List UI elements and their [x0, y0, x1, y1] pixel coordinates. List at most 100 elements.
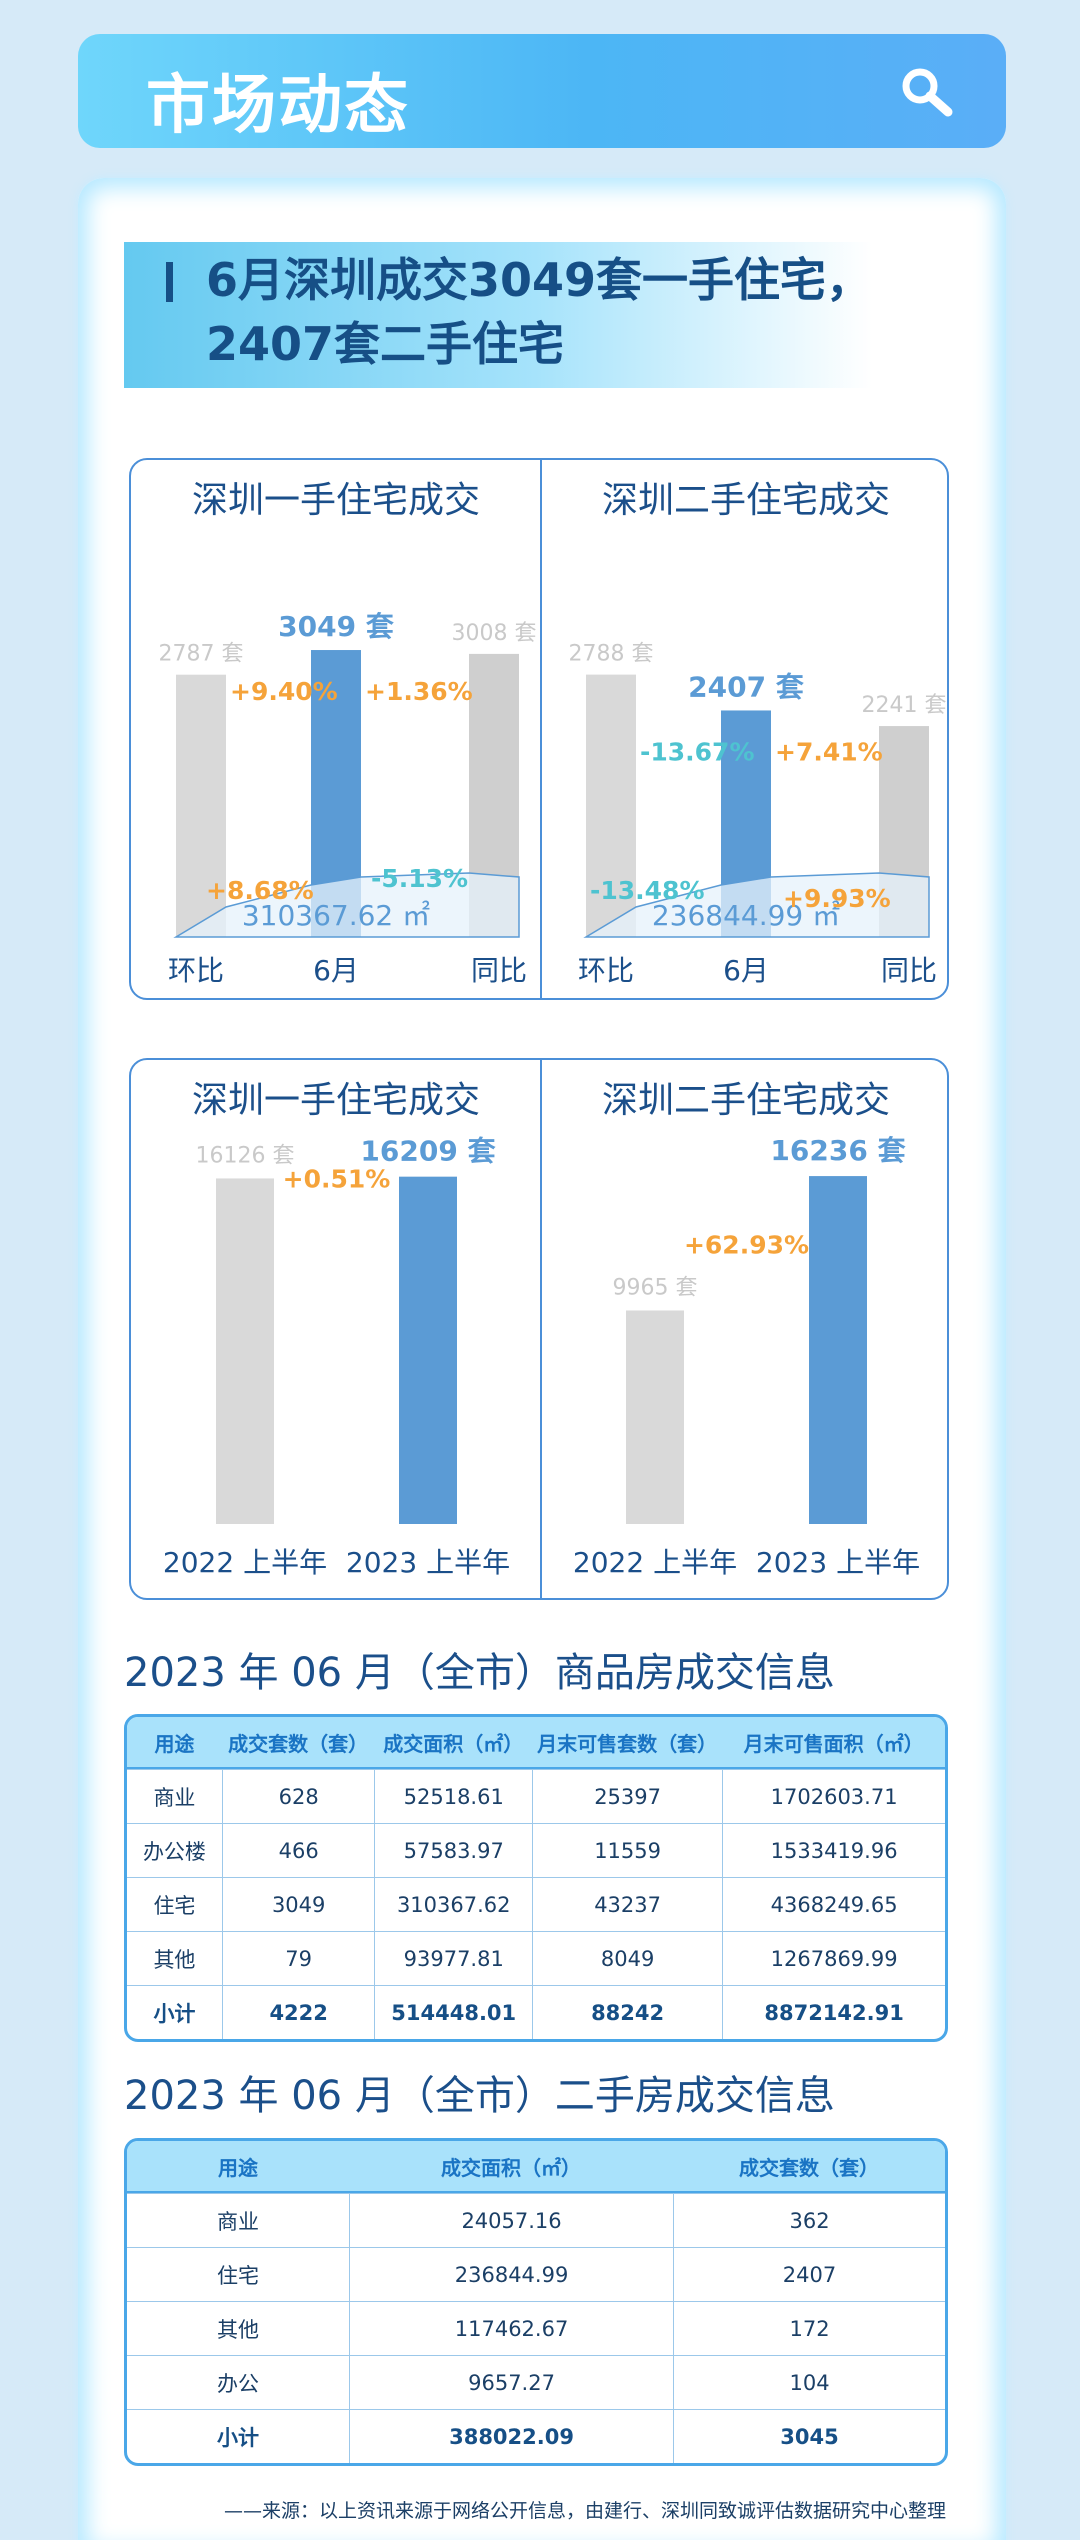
table-cell: 小计	[127, 1985, 222, 2039]
table-cell: 1533419.96	[722, 1823, 945, 1877]
table-cell: 住宅	[127, 1877, 222, 1931]
table-cell: 4222	[221, 1985, 375, 2039]
column-header: 用途	[127, 1717, 222, 1769]
second-hand-table: 用途 成交面积（㎡） 成交套数（套） 商业 24057.16 362 住宅 236844.99…	[124, 2138, 948, 2466]
x-axis-label: 6月	[313, 954, 359, 987]
area-overlay	[583, 872, 930, 938]
table-row: 其他 117462.67 172	[127, 2301, 945, 2355]
table-cell: 93977.81	[374, 1931, 532, 1985]
table-cell: 8872142.91	[722, 1985, 945, 2039]
table-cell: 24057.16	[349, 2193, 674, 2247]
table-cell: 514448.01	[374, 1985, 532, 2039]
column-header: 月末可售套数（套）	[531, 1717, 723, 1769]
bar-环比	[176, 674, 226, 937]
table-cell: 其他	[127, 2301, 350, 2355]
table-row: 住宅 3049 310367.62 43237 4368249.65	[127, 1877, 945, 1931]
half-year-chart-box: 深圳一手住宅成交 16126 套 16209 套 +0.51% 2022 上半年 2023…	[129, 1058, 949, 1600]
column-header: 成交面积（㎡）	[349, 2141, 674, 2193]
bar-2022 上半年	[216, 1178, 274, 1524]
table-cell: 8049	[531, 1931, 723, 1985]
table-cell: 628	[221, 1769, 375, 1823]
value-label: 2241 套	[862, 693, 947, 718]
table-cell: 商业	[127, 2193, 350, 2247]
table-row: 住宅 236844.99 2407	[127, 2247, 945, 2301]
page-title: 市场动态	[146, 69, 410, 143]
table-cell: 3045	[673, 2409, 945, 2463]
chart-divider	[540, 460, 542, 998]
value-label: 16209 套	[360, 1135, 496, 1168]
table-cell: 52518.61	[374, 1769, 532, 1823]
area-mom-change: -13.48%	[590, 876, 705, 905]
column-header: 成交套数（套）	[221, 1717, 375, 1769]
page-header: 市场动态	[78, 34, 1006, 148]
yoy-change-label: +1.36%	[365, 677, 473, 706]
bar-2023 上半年	[399, 1176, 457, 1524]
table-cell: 其他	[127, 1931, 222, 1985]
table-cell: 172	[673, 2301, 945, 2355]
table-row: 小计 4222 514448.01 88242 8872142.91	[127, 1985, 945, 2039]
bar-环比	[586, 674, 636, 937]
half-year-chart: 深圳一手住宅成交 16126 套 16209 套+0.51% 2022 上半年 2023…	[163, 1080, 920, 1579]
table-cell: 9657.27	[349, 2355, 674, 2409]
column-header: 月末可售面积（㎡）	[722, 1717, 945, 1769]
table-cell: 3049	[221, 1877, 375, 1931]
table-row: 其他 79 93977.81 8049 1267869.99	[127, 1931, 945, 1985]
column-header: 用途	[127, 2141, 350, 2193]
search-icon[interactable]	[898, 64, 956, 122]
x-axis-label: 2022 上半年	[573, 1546, 737, 1579]
change-label: +62.93%	[684, 1230, 809, 1259]
x-axis-label: 2023 上半年	[756, 1546, 920, 1579]
table-cell: 362	[673, 2193, 945, 2247]
table-cell: 1702603.71	[722, 1769, 945, 1823]
table-cell: 236844.99	[349, 2247, 674, 2301]
table-cell: 388022.09	[349, 2409, 674, 2463]
table-cell: 466	[221, 1823, 375, 1877]
table-row: 商业 628 52518.61 25397 1702603.71	[127, 1769, 945, 1823]
headline-text: 6月深圳成交3049套一手住宅， 2407套二手住宅	[206, 253, 873, 371]
headline-banner: 6月深圳成交3049套一手住宅， 2407套二手住宅	[124, 242, 872, 388]
chart-divider	[540, 1060, 542, 1598]
column-header: 成交套数（套）	[673, 2141, 945, 2193]
table1-title: 2023 年 06 月（全市）商品房成交信息	[124, 1650, 835, 1696]
chart-title: 深圳二手住宅成交	[602, 480, 890, 521]
table-cell: 住宅	[127, 2247, 350, 2301]
area-yoy-change: +9.93%	[783, 884, 891, 913]
table-cell: 办公	[127, 2355, 350, 2409]
monthly-chart: 深圳一手住宅成交 2787 套 3049 套 3008 套 +9.40% +1.36% 31…	[159, 480, 947, 987]
area-overlay	[173, 872, 520, 938]
table-cell: 310367.62	[374, 1877, 532, 1931]
x-axis-label: 环比	[578, 954, 634, 987]
chart-title: 深圳一手住宅成交	[192, 480, 480, 521]
chart-title: 深圳二手住宅成交	[602, 1080, 890, 1121]
area-value-label: 236844.99 ㎡	[652, 899, 840, 932]
table-cell: 4368249.65	[722, 1877, 945, 1931]
area-value-label: 310367.62 ㎡	[242, 899, 430, 932]
x-axis-label: 6月	[723, 954, 769, 987]
table-cell: 117462.67	[349, 2301, 674, 2355]
value-label: 3008 套	[452, 621, 537, 646]
table-row: 小计 388022.09 3045	[127, 2409, 945, 2463]
table-row: 商业 24057.16 362	[127, 2193, 945, 2247]
table2-title: 2023 年 06 月（全市）二手房成交信息	[124, 2073, 835, 2119]
value-label: 16236 套	[770, 1134, 906, 1167]
x-axis-label: 环比	[168, 954, 224, 987]
yoy-change-label: +7.41%	[775, 737, 883, 766]
table-row: 办公 9657.27 104	[127, 2355, 945, 2409]
table-row: 办公楼 466 57583.97 11559 1533419.96	[127, 1823, 945, 1877]
table-cell: 79	[221, 1931, 375, 1985]
x-axis-label: 同比	[471, 954, 527, 987]
headline-accent-bar	[166, 262, 173, 302]
bar-2023 上半年	[809, 1176, 867, 1524]
table-cell: 104	[673, 2355, 945, 2409]
table-cell: 2407	[673, 2247, 945, 2301]
value-label: 2788 套	[569, 642, 654, 667]
mom-change-label: -13.67%	[640, 737, 755, 766]
source-note: ——来源：以上资讯来源于网络公开信息，由建行、深圳同致诚评估数据研究中心整理	[223, 2500, 946, 2522]
x-axis-label: 2023 上半年	[346, 1546, 510, 1579]
table-cell: 1267869.99	[722, 1931, 945, 1985]
new-housing-table: 用途 成交套数（套） 成交面积（㎡） 月末可售套数（套） 月末可售面积（㎡） 商业 628 5…	[124, 1714, 948, 2042]
mom-change-label: +9.40%	[230, 677, 338, 706]
table-cell: 57583.97	[374, 1823, 532, 1877]
area-yoy-change: -5.13%	[371, 864, 468, 893]
table-cell: 43237	[531, 1877, 723, 1931]
